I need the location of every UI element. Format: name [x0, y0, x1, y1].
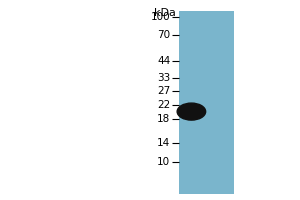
Text: 10: 10 — [157, 157, 170, 167]
Text: 14: 14 — [157, 138, 170, 148]
Text: 33: 33 — [157, 73, 170, 83]
Ellipse shape — [177, 103, 206, 120]
Text: kDa: kDa — [154, 8, 175, 18]
Text: 100: 100 — [151, 12, 170, 22]
Text: 70: 70 — [157, 30, 170, 40]
Text: 22: 22 — [157, 100, 170, 110]
Bar — [178, 11, 234, 194]
Text: 18: 18 — [157, 114, 170, 124]
Text: 44: 44 — [157, 56, 170, 66]
Text: 27: 27 — [157, 86, 170, 96]
